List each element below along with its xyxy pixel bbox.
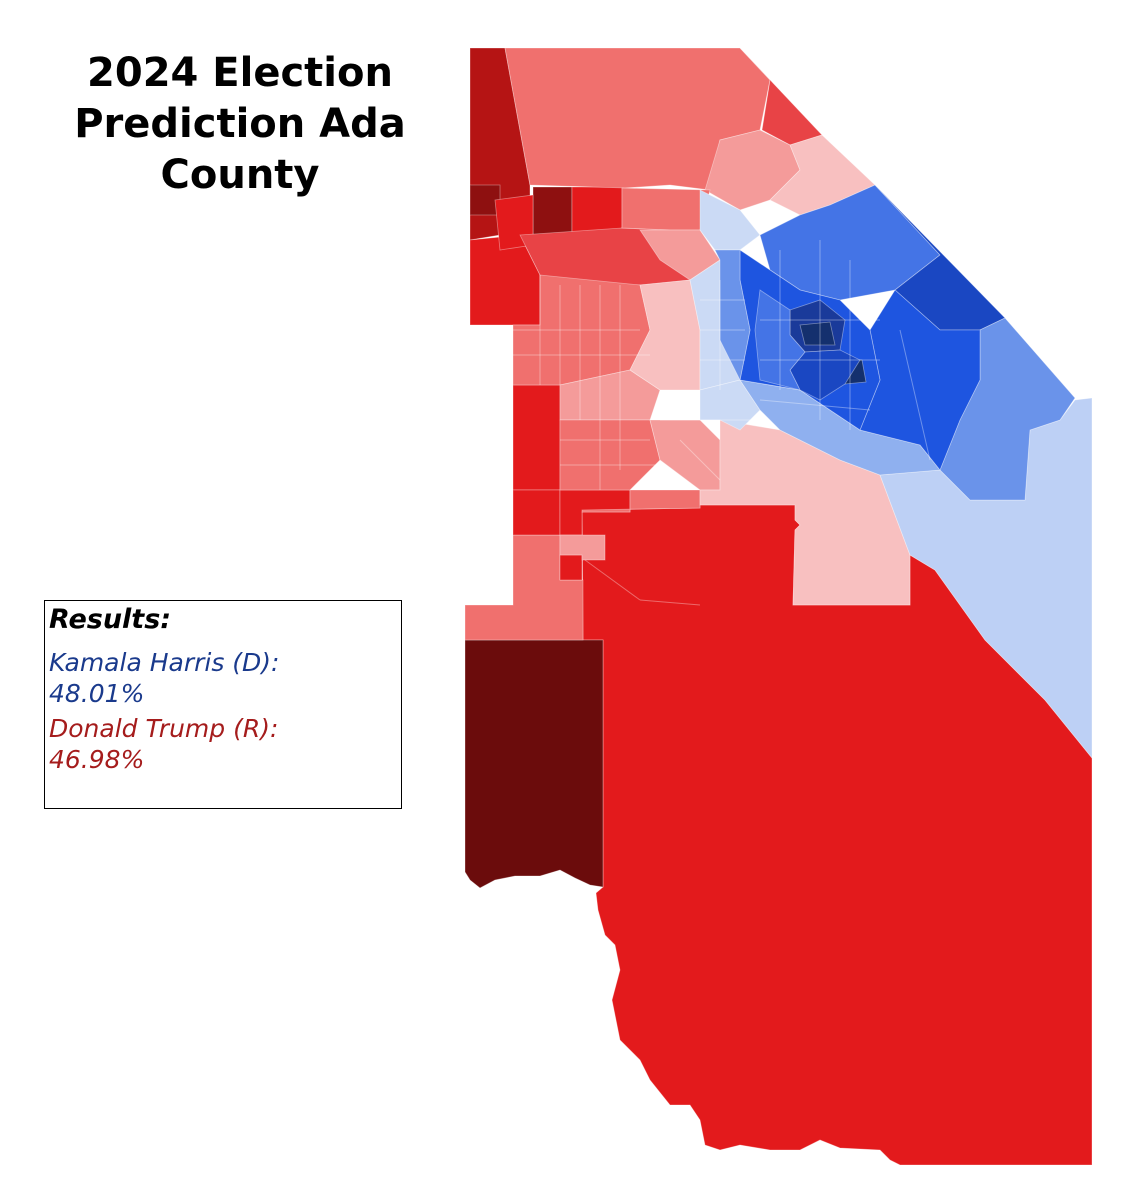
results-legend: Results: Kamala Harris (D): 48.01% Donal… — [44, 600, 402, 809]
precinct-core-dark — [789, 349, 861, 401]
legend-entry-trump: Donald Trump (R): 46.98% — [49, 713, 401, 775]
trump-label: Donald Trump (R): — [49, 714, 279, 743]
precinct-west-strong-b — [512, 489, 561, 536]
trump-percent: 46.98% — [49, 745, 145, 774]
precinct-nw-urban-lean — [621, 187, 711, 231]
precinct-west-strong-d — [559, 554, 583, 581]
precinct-west-strong-a — [512, 384, 561, 491]
precinct-core-strong — [754, 289, 806, 391]
legend-heading: Results: — [49, 604, 172, 635]
precinct-southwest-block — [464, 639, 604, 889]
precinct-west-light-e — [559, 534, 606, 561]
title-line-1: 2024 Election — [87, 50, 393, 96]
harris-percent: 48.01% — [49, 679, 145, 708]
precinct-north-strip — [739, 47, 823, 146]
precinct-southeast-tilt-r — [699, 419, 911, 606]
precinct-boundaries — [513, 240, 931, 606]
precinct-west-urban-light — [559, 369, 661, 421]
title-line-3: County — [160, 152, 320, 198]
precinct-south-central-light — [649, 419, 721, 491]
precinct-core-darkest-a — [799, 321, 836, 346]
title-line-2: Prediction Ada — [74, 101, 406, 147]
precinct-east-safe-d — [859, 289, 981, 471]
legend-entry-harris: Kamala Harris (D): 48.01% — [49, 647, 401, 709]
precinct-west-urban-lean-b — [559, 419, 661, 491]
harris-label: Kamala Harris (D): — [49, 648, 280, 677]
map-title: 2024 Election Prediction Ada County — [40, 48, 440, 201]
precinct-core-medium — [714, 249, 751, 382]
